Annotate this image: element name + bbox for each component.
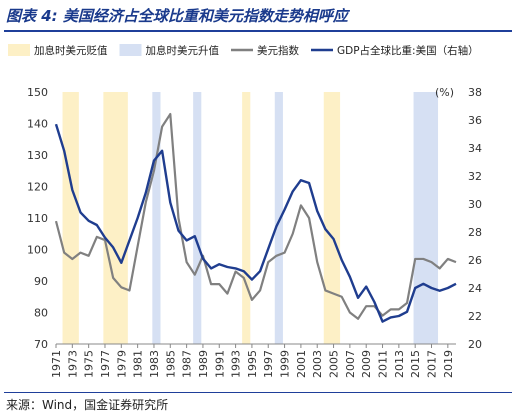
x-tick-label: 1997 <box>262 350 275 378</box>
legend-swatch-1 <box>119 44 142 56</box>
x-tick-label: 2011 <box>377 350 390 378</box>
x-tick-label: 2003 <box>311 350 324 378</box>
y-left-tick-label: 90 <box>34 275 48 288</box>
source-note: 来源：Wind，国金证券研究所 <box>6 398 169 412</box>
chart-canvas: 加息时美元贬值 加息时美元升值 美元指数 GDP占全球比重:美国（右轴） 70 80 90… <box>8 44 482 378</box>
y-right-tick-label: 28 <box>468 226 482 239</box>
y-right-tick-label: 24 <box>468 282 482 295</box>
gdp-share-line <box>54 123 457 323</box>
x-tick-label: 1973 <box>66 350 79 378</box>
band-blue-5 <box>274 92 283 344</box>
x-tick-label: 2001 <box>295 350 308 378</box>
x-tick-label: 1993 <box>230 350 243 378</box>
legend-label-0: 加息时美元贬值 <box>34 44 108 57</box>
chart-title: 图表 4: 美国经济占全球比重和美元指数走势相呼应 <box>6 7 348 25</box>
x-tick-label: 2005 <box>328 350 341 378</box>
x-tick-label: 1991 <box>213 350 226 378</box>
y-left-tick-label: 70 <box>34 338 48 351</box>
legend-label-2: 美元指数 <box>257 44 299 57</box>
legend: 加息时美元贬值 加息时美元升值 美元指数 GDP占全球比重:美国（右轴） <box>8 44 479 57</box>
y-left-tick-label: 120 <box>27 181 48 194</box>
band-blue-3 <box>193 92 202 344</box>
legend-swatch-0 <box>8 44 30 56</box>
series-lines <box>54 112 457 323</box>
title-rule <box>4 30 512 32</box>
x-tick-label: 2017 <box>426 350 439 378</box>
band-blue-7 <box>413 92 439 344</box>
y-left-tick-label: 130 <box>27 149 48 162</box>
x-tick-label: 1981 <box>132 350 145 378</box>
y-right-tick-label: 20 <box>468 338 482 351</box>
band-blue-2 <box>152 92 161 344</box>
footer-rule <box>4 392 512 393</box>
y-right-tick-label: 30 <box>468 198 482 211</box>
x-tick-label: 1977 <box>99 350 112 378</box>
shaded-bands <box>62 92 439 344</box>
x-tick-label: 1985 <box>164 350 177 378</box>
y-left-tick-label: 100 <box>27 244 48 257</box>
x-tick-label: 1995 <box>246 350 259 378</box>
y-right-tick-label: 34 <box>468 142 482 155</box>
x-tick-label: 1989 <box>197 350 210 378</box>
y-left-tick-label: 150 <box>27 86 48 99</box>
x-tick-label: 1979 <box>115 350 128 378</box>
axes: 70 80 90 100 110 120 130 140 150 20 22 24 26 28 30 32 34… <box>27 86 482 378</box>
y-right-tick-label: 32 <box>468 170 482 183</box>
x-tick-label: 1987 <box>181 350 194 378</box>
y-right-tick-label: 22 <box>468 310 482 323</box>
legend-label-1: 加息时美元升值 <box>146 44 220 57</box>
y-right-tick-label: 38 <box>468 86 482 99</box>
y-left-tick-label: 110 <box>27 212 48 225</box>
x-tick-label: 2013 <box>393 350 406 378</box>
band-yellow-6 <box>323 92 341 344</box>
y-left-tick-label: 80 <box>34 307 48 320</box>
x-tick-label: 1975 <box>83 350 96 378</box>
y-right-unit-label: (%) <box>435 86 454 99</box>
y-left-tick-label: 140 <box>27 118 48 131</box>
x-tick-label: 1999 <box>279 350 292 378</box>
band-yellow-1 <box>103 92 128 344</box>
x-tick-label: 2019 <box>442 350 455 378</box>
band-yellow-0 <box>62 92 79 344</box>
x-tick-label: 2009 <box>360 350 373 378</box>
x-tick-label: 2015 <box>409 350 422 378</box>
y-right-tick-label: 36 <box>468 114 482 127</box>
legend-label-3: GDP占全球比重:美国（右轴） <box>337 44 479 57</box>
y-right-tick-label: 26 <box>468 254 482 267</box>
x-tick-label: 1971 <box>50 350 63 378</box>
x-tick-label: 2007 <box>344 350 357 378</box>
dollar-index-line <box>54 112 457 320</box>
band-yellow-4 <box>242 92 251 344</box>
x-tick-label: 1983 <box>148 350 161 378</box>
